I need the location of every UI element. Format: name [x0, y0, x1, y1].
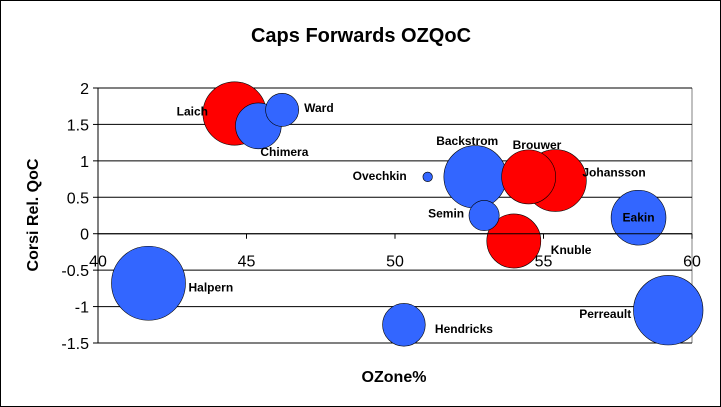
bubble-halpern — [111, 245, 186, 321]
point-label-halpern: Halpern — [188, 280, 233, 294]
y-tick-label: 2 — [80, 81, 89, 98]
chart-title: Caps Forwards OZQoC — [251, 25, 471, 47]
bubble-ovechkin — [422, 171, 433, 182]
point-label-ward: Ward — [304, 101, 334, 115]
point-label-perreault: Perreault — [579, 307, 631, 321]
bubble-brouwer — [501, 149, 556, 205]
y-tick-label: 1 — [80, 154, 89, 171]
y-tick-label: 1.5 — [67, 117, 89, 134]
bubble-backstrom — [443, 145, 507, 209]
point-label-johansson: Johansson — [582, 166, 645, 180]
x-tick-label: 55 — [535, 254, 553, 271]
bubbles — [111, 81, 704, 347]
point-label-ovechkin: Ovechkin — [353, 169, 407, 183]
bubble-perreault — [633, 275, 704, 346]
x-axis-title: OZone% — [362, 369, 427, 386]
bubble-ward — [265, 93, 299, 127]
point-label-brouwer: Brouwer — [513, 138, 562, 152]
point-label-chimera: Chimera — [260, 145, 308, 159]
point-label-laich: Laich — [177, 105, 208, 119]
x-tick-label: 40 — [89, 254, 107, 271]
bubble-knuble — [486, 213, 542, 269]
point-label-hendricks: Hendricks — [435, 322, 493, 336]
point-labels: Laich Ward Chimera Backstrom Brouwer Johansso… — [177, 101, 655, 336]
bubble-hendricks — [382, 303, 426, 347]
y-tick-label: -1.5 — [61, 336, 89, 353]
point-label-semin: Semin — [428, 207, 464, 221]
x-tick-label: 60 — [683, 254, 701, 271]
point-label-knuble: Knuble — [551, 243, 592, 257]
point-label-eakin: Eakin — [623, 211, 655, 225]
bubble-eakin — [610, 189, 667, 246]
axes: 2 1.5 1 0.5 0 -0.5 -1 -1.5 40 45 50 55 60 — [61, 81, 701, 353]
y-axis-title: Corsi Rel. QoC — [25, 158, 42, 271]
y-tick-label: -1 — [75, 300, 89, 317]
point-label-backstrom: Backstrom — [436, 134, 498, 148]
y-tick-label: 0 — [80, 227, 89, 244]
y-tick-label: 0.5 — [67, 190, 89, 207]
x-tick-label: 50 — [386, 254, 404, 271]
bubble-semin — [468, 200, 500, 231]
y-tick-label: -0.5 — [61, 263, 89, 280]
x-tick-label: 45 — [238, 254, 256, 271]
